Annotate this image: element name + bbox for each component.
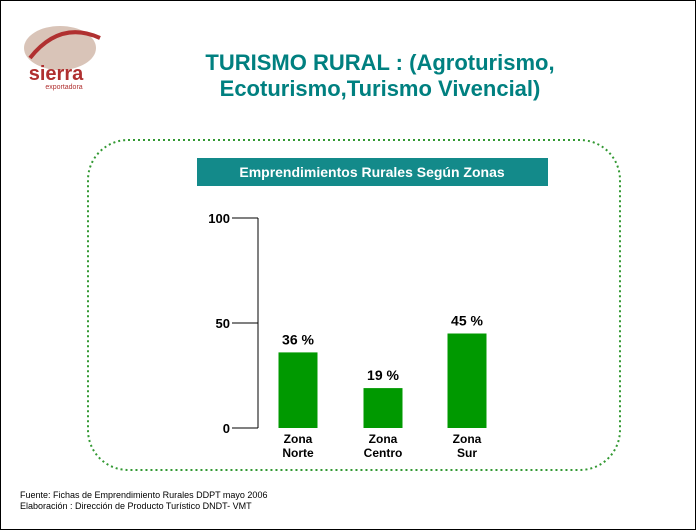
footer-text: Elaboración : Dirección de Producto Turí… <box>20 501 252 511</box>
value-label: 45 % <box>451 313 483 329</box>
value-label: 36 % <box>282 331 314 347</box>
bar <box>363 388 403 428</box>
y-tick-label: 0 <box>223 421 230 436</box>
logo-arrow <box>28 30 101 60</box>
logo-subtext: exportadora <box>45 84 82 91</box>
x-tick-label: Zona Sur <box>452 432 482 460</box>
chart-title: Emprendimientos Rurales Según Zonas <box>239 164 504 180</box>
x-tick-label: Zona Centro <box>363 432 403 460</box>
slide-title: TURISMO RURAL : (Agroturismo, <box>205 50 555 75</box>
footer-text: Fuente: Fichas de Emprendimiento Rurales… <box>20 490 268 500</box>
bar <box>278 352 318 428</box>
chart-title-box <box>197 158 548 186</box>
logo-shape <box>24 26 96 70</box>
chart-border <box>87 139 621 471</box>
value-label: 19 % <box>367 367 399 383</box>
x-tick-label: Zona Norte <box>282 432 314 460</box>
logo-text: sierra <box>29 63 84 85</box>
bar <box>447 333 487 428</box>
y-tick-label: 50 <box>216 316 230 331</box>
y-tick-label: 100 <box>208 211 230 226</box>
slide-title: Ecoturismo,Turismo Vivencial) <box>219 76 541 101</box>
